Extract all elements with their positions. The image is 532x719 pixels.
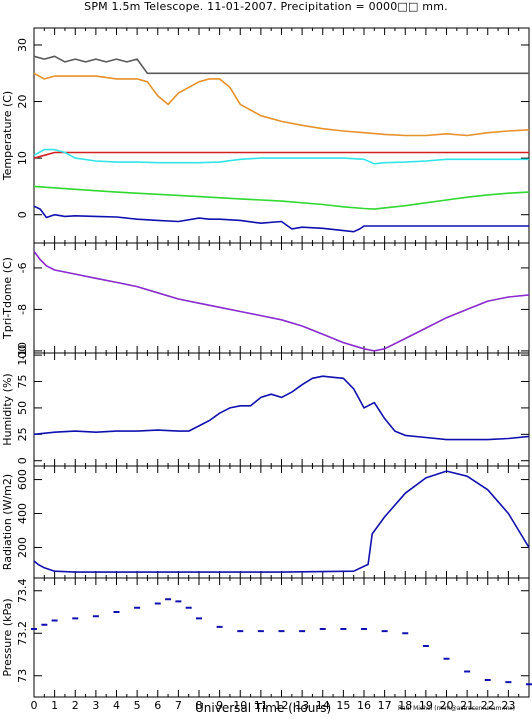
x-tick-label: 7 bbox=[175, 699, 182, 712]
panel-frame bbox=[33, 242, 530, 354]
data-point bbox=[381, 630, 388, 633]
data-point bbox=[443, 657, 450, 660]
x-tick-label: 22 bbox=[481, 699, 495, 712]
series-line-cyan bbox=[33, 148, 529, 165]
x-tick-label: 2 bbox=[72, 699, 79, 712]
data-point bbox=[185, 606, 192, 609]
data-point bbox=[505, 681, 512, 684]
data-point bbox=[526, 683, 532, 686]
x-tick-label: 16 bbox=[357, 699, 371, 712]
x-tick-label: 4 bbox=[113, 699, 120, 712]
author-credit: Raul Michel (rmm@astrosen.unam.mx) bbox=[398, 705, 516, 712]
panel-1: 0 10 20 30 Temperature (C) bbox=[1, 27, 530, 244]
y-tick-label: 73.2 bbox=[16, 621, 29, 646]
series-line-blue bbox=[33, 375, 530, 441]
data-point bbox=[402, 632, 409, 635]
data-point bbox=[175, 600, 182, 603]
x-tick-label: 21 bbox=[460, 699, 474, 712]
series-line-green bbox=[33, 185, 530, 210]
y-tick-label: 73.4 bbox=[16, 579, 29, 604]
y-tick-label: 10 bbox=[16, 151, 29, 165]
y-tick-label: 0 bbox=[16, 211, 29, 218]
x-tick-label: 0 bbox=[31, 699, 38, 712]
y-tick-label: 73 bbox=[16, 669, 29, 683]
x-axis-label: Universal Time (hours) bbox=[195, 701, 332, 715]
data-point bbox=[51, 619, 58, 622]
data-point bbox=[257, 630, 264, 633]
series-line-orange bbox=[33, 72, 530, 137]
x-tick-label: 18 bbox=[398, 699, 412, 712]
data-point bbox=[154, 602, 161, 605]
x-tick-label: 8 bbox=[196, 699, 203, 712]
x-tick-label: 14 bbox=[316, 699, 330, 712]
y-tick-label: -10 bbox=[16, 342, 29, 360]
data-point bbox=[165, 598, 172, 601]
data-point bbox=[464, 670, 471, 673]
data-point bbox=[319, 628, 326, 630]
y-tick-label: 0 bbox=[16, 457, 29, 464]
y-tick-label: -8 bbox=[16, 304, 29, 315]
y-tick-label: 100 bbox=[16, 345, 29, 366]
data-point bbox=[134, 606, 141, 609]
series-line-gray bbox=[33, 55, 529, 75]
data-point bbox=[237, 630, 244, 633]
y-tick-label: 25 bbox=[16, 427, 29, 441]
series-line-blue bbox=[33, 205, 529, 233]
y-tick-label: 400 bbox=[16, 503, 29, 524]
data-point bbox=[92, 615, 99, 618]
data-point bbox=[299, 630, 306, 633]
x-tick-label: 6 bbox=[154, 699, 161, 712]
y-tick-label: 600 bbox=[16, 469, 29, 490]
x-tick-label: 1 bbox=[51, 699, 58, 712]
y-tick-label: 20 bbox=[16, 95, 29, 109]
panel-frame bbox=[33, 352, 530, 467]
data-point bbox=[196, 617, 202, 620]
x-tick-label: 10 bbox=[233, 699, 247, 712]
x-tick-label: 20 bbox=[440, 699, 454, 712]
data-point bbox=[484, 679, 491, 681]
y-axis-label: Radiation (W/m2) bbox=[1, 474, 14, 570]
y-tick-label: 30 bbox=[16, 38, 29, 52]
y-axis-label: Temperature (C) bbox=[1, 91, 14, 181]
x-tick-label: 11 bbox=[254, 699, 268, 712]
panel-frame bbox=[33, 577, 530, 698]
chart-title: SPM 1.5m Telescope. 11-01-2007. Precipit… bbox=[84, 0, 448, 13]
data-point bbox=[31, 628, 37, 630]
series-line-purple bbox=[33, 250, 530, 352]
data-point bbox=[422, 645, 429, 647]
x-tick-label: 15 bbox=[336, 699, 350, 712]
x-tick-label: 23 bbox=[501, 699, 515, 712]
x-tick-label: 12 bbox=[275, 699, 289, 712]
x-tick-label: 3 bbox=[92, 699, 99, 712]
x-tick-label: 5 bbox=[134, 699, 141, 712]
data-point bbox=[113, 611, 120, 613]
data-point bbox=[72, 617, 79, 620]
x-tick-label: 9 bbox=[216, 699, 223, 712]
data-point bbox=[41, 623, 48, 626]
data-point bbox=[361, 628, 367, 630]
data-point bbox=[340, 628, 347, 630]
x-tick-label: 13 bbox=[295, 699, 309, 712]
series-line-blue bbox=[33, 470, 530, 573]
y-axis-label: Pressure (kPa) bbox=[1, 598, 14, 676]
series-line-red bbox=[33, 151, 529, 159]
data-point bbox=[216, 625, 223, 628]
x-tick-label: 19 bbox=[419, 699, 433, 712]
y-tick-label: 75 bbox=[16, 375, 29, 389]
y-tick-label: -6 bbox=[16, 262, 29, 273]
panel-frame bbox=[33, 465, 530, 579]
y-tick-label: 50 bbox=[16, 401, 29, 415]
panel-frame bbox=[33, 27, 530, 244]
x-tick-label: 17 bbox=[378, 699, 392, 712]
y-axis-label: Humidity (%) bbox=[1, 373, 14, 445]
y-tick-label: 200 bbox=[16, 537, 29, 558]
y-axis-label: Tpri-Tdome (C) bbox=[1, 257, 14, 340]
data-point bbox=[278, 630, 285, 633]
